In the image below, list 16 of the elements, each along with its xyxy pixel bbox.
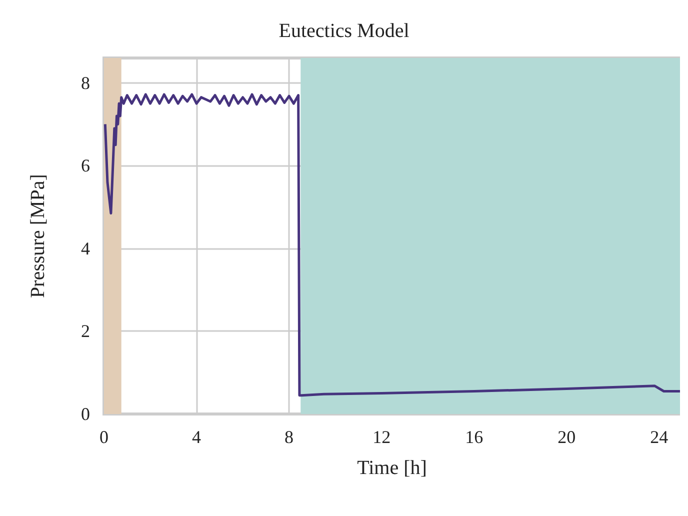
x-tick-label: 8 [284, 427, 294, 447]
x-tick-label: 24 [650, 427, 668, 447]
x-tick-label: 12 [372, 427, 391, 447]
x-tick-label: 16 [465, 427, 484, 447]
line-series [104, 93, 680, 397]
y-tick-label: 8 [81, 72, 90, 93]
y-tick-label: 6 [81, 156, 90, 176]
chart-title: Eutectics Model [278, 20, 410, 42]
y-tick-label: 4 [81, 238, 90, 258]
x-tick-label: 20 [558, 427, 576, 447]
x-axis-title: Time [h] [357, 457, 427, 479]
y-axis-title: Pressure [MPa] [27, 174, 49, 298]
y-tick-label: 2 [81, 321, 90, 342]
x-tick-label: 0 [100, 427, 108, 447]
y-tick-label: 0 [81, 404, 90, 424]
x-tick-label: 4 [192, 427, 202, 447]
